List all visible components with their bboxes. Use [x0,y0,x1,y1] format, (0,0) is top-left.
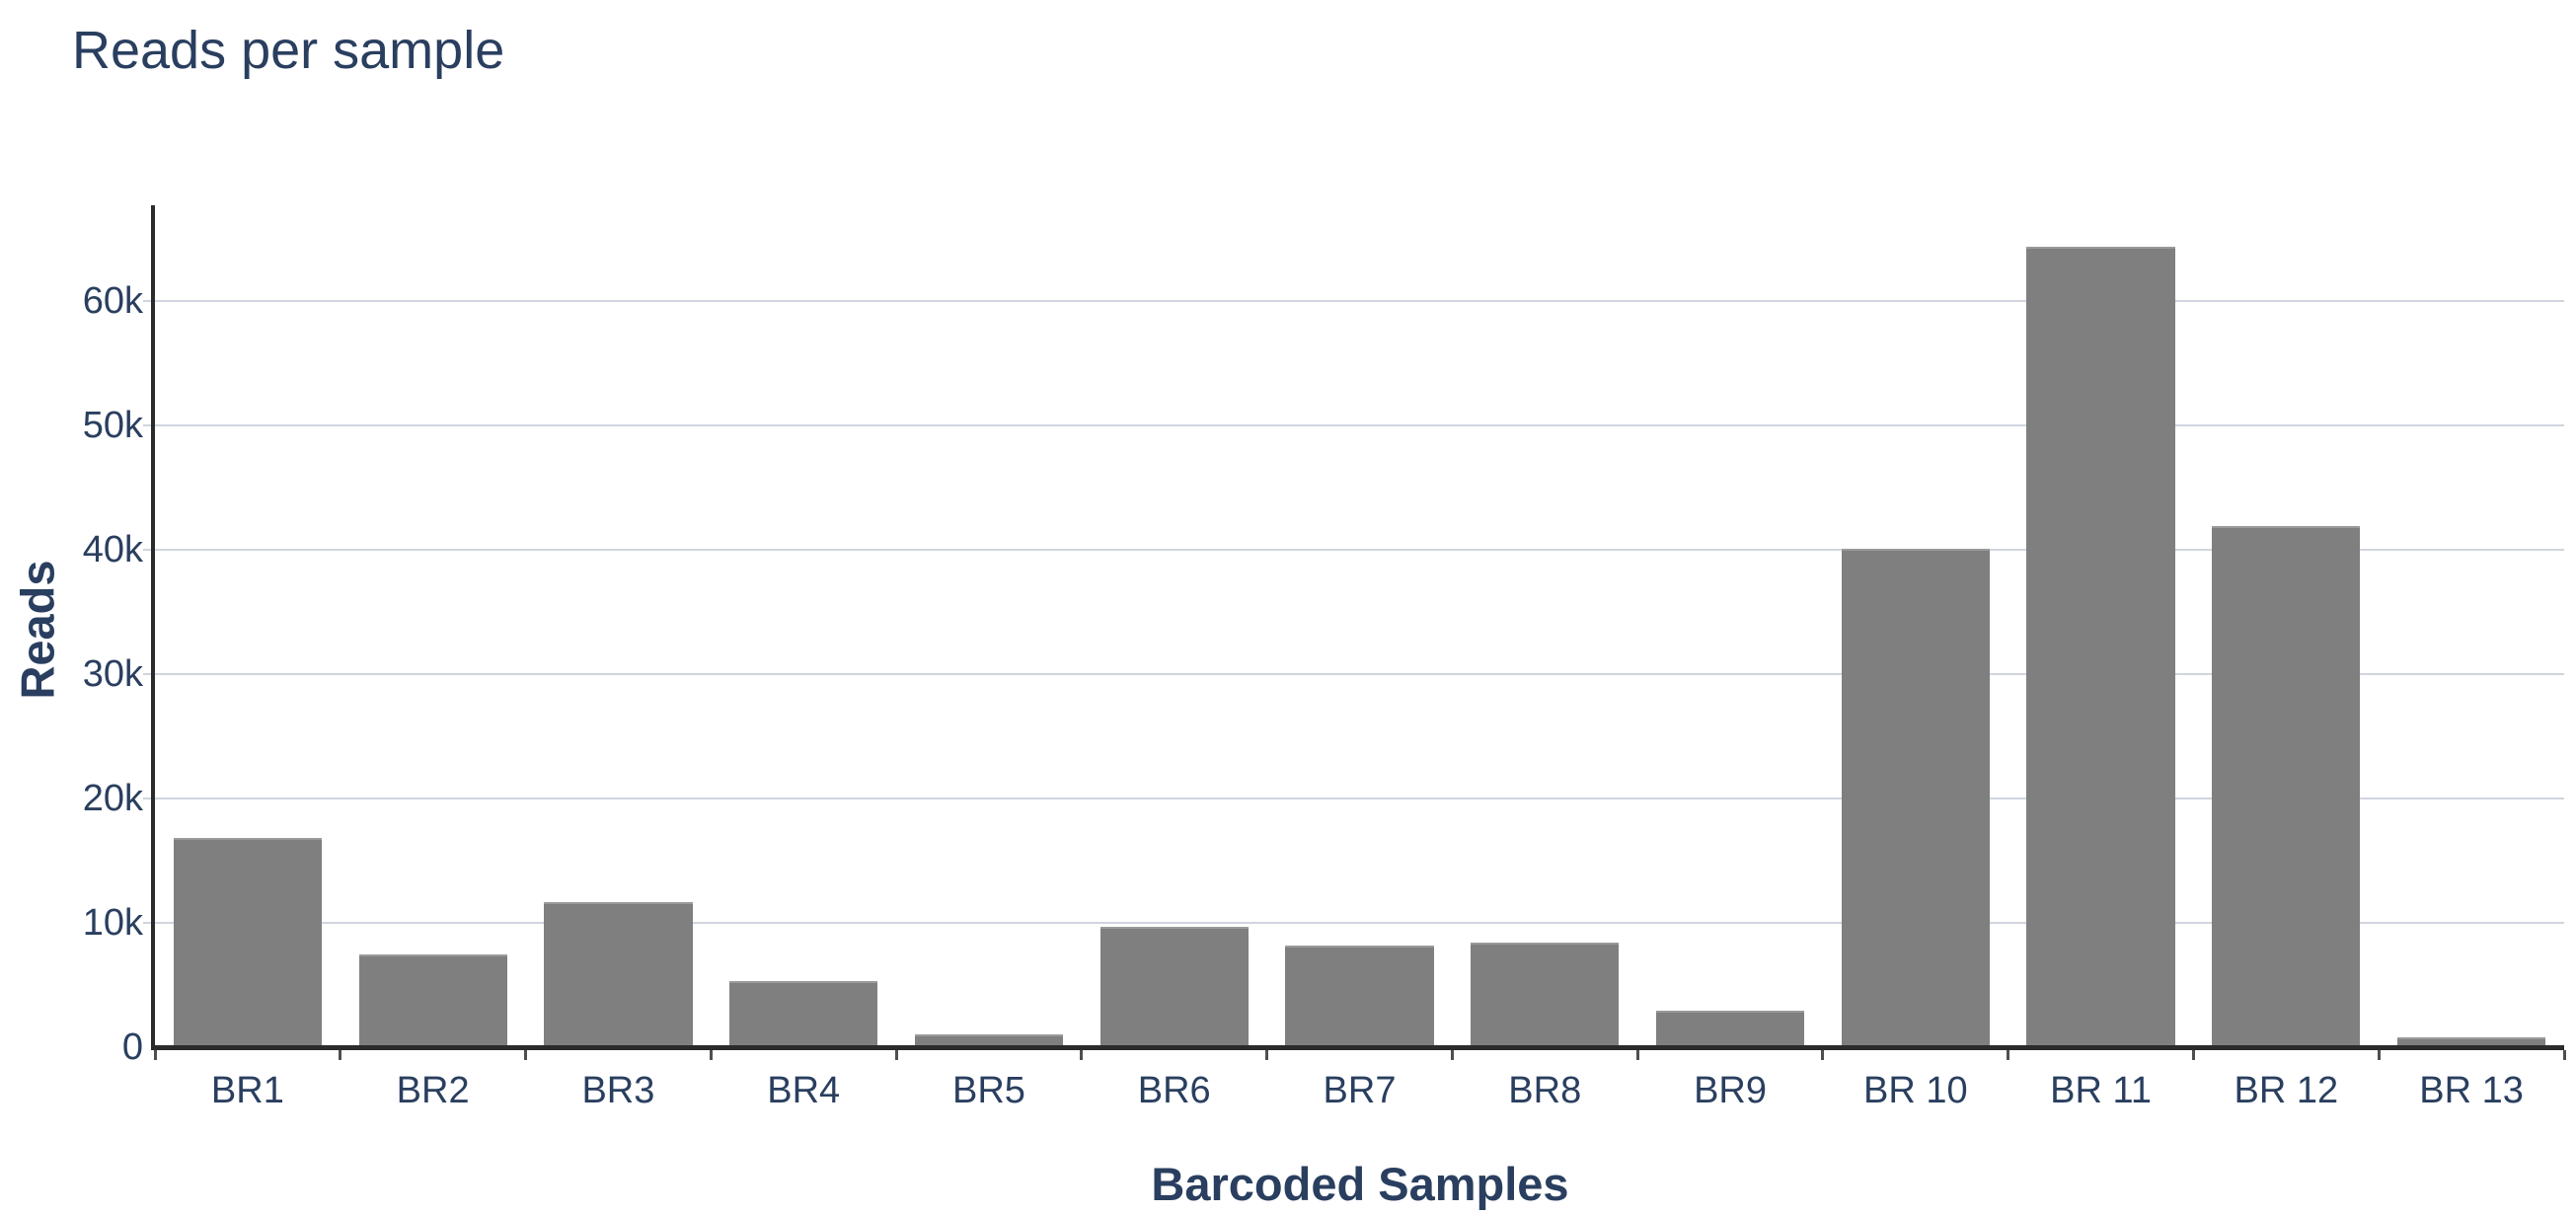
x-tick-label: BR 11 [2050,1070,2152,1111]
x-tick-mark [1080,1050,1084,1060]
x-tick-label: BR 12 [2234,1070,2339,1111]
x-tick-mark [524,1050,528,1060]
y-gridline [155,922,2564,924]
y-gridline [155,549,2564,551]
x-tick-mark [2562,1050,2566,1060]
x-tick-label: BR9 [1694,1070,1767,1111]
y-tick-label: 30k [82,653,143,695]
x-tick-label: BR7 [1323,1070,1397,1111]
bar-br6[interactable] [1099,927,1249,1047]
x-tick-mark [339,1050,342,1060]
y-gridline [155,797,2564,799]
x-axis-line [151,1045,2564,1050]
y-tick-mark [143,673,151,675]
x-tick-mark [1265,1050,1269,1060]
y-tick-label: 10k [82,902,143,944]
x-tick-mark [153,1050,157,1060]
y-tick-label: 20k [82,778,143,819]
y-tick-mark [143,549,151,551]
y-tick-mark [143,424,151,426]
bar-br4[interactable] [729,981,878,1047]
x-tick-mark [894,1050,898,1060]
y-tick-mark [143,797,151,799]
x-tick-label: BR5 [951,1070,1025,1111]
bar-br5[interactable] [914,1033,1064,1047]
x-tick-mark [1635,1050,1639,1060]
x-tick-mark [709,1050,713,1060]
y-tick-mark [143,922,151,924]
bar-br7[interactable] [1285,945,1434,1047]
x-tick-label: BR 13 [2419,1070,2524,1111]
bar-br2[interactable] [358,953,507,1047]
bar-br9[interactable] [1655,1011,1805,1047]
bar-br13[interactable] [2397,1036,2546,1047]
x-tick-label: BR6 [1137,1070,1211,1111]
y-tick-label: 60k [82,280,143,323]
x-tick-mark [2377,1050,2381,1060]
x-tick-label: BR4 [767,1070,841,1111]
y-gridline [155,424,2564,426]
x-tick-label: BR8 [1508,1070,1582,1111]
y-tick-label: 0 [121,1026,143,1068]
y-gridline [155,300,2564,303]
x-tick-label: BR 10 [1862,1070,1968,1111]
bar-br12[interactable] [2212,526,2361,1047]
x-tick-mark [2007,1050,2010,1060]
x-tick-label: BR2 [396,1070,470,1111]
y-tick-mark [143,300,151,303]
x-axis-title: Barcoded Samples [1151,1158,1569,1210]
bar-br11[interactable] [2026,246,2175,1047]
y-gridline [155,673,2564,675]
y-axis-line [151,205,155,1050]
x-tick-mark [1821,1050,1825,1060]
x-tick-label: BR3 [581,1070,655,1111]
bar-br1[interactable] [173,837,322,1047]
bar-br8[interactable] [1471,942,1620,1047]
x-tick-mark [1450,1050,1454,1060]
y-tick-label: 40k [82,529,143,570]
x-tick-mark [2191,1050,2195,1060]
bar-br10[interactable] [1841,548,1990,1047]
y-tick-label: 50k [82,405,143,446]
bar-br3[interactable] [544,902,693,1047]
chart-title: Reads per sample [72,21,505,80]
x-tick-label: BR1 [210,1070,284,1111]
plot-area: 0 10k 20k 30k 40k 50k 60k BR1 BR2 BR3 BR4 BR5 BR6 BR7… [83,205,2566,1111]
